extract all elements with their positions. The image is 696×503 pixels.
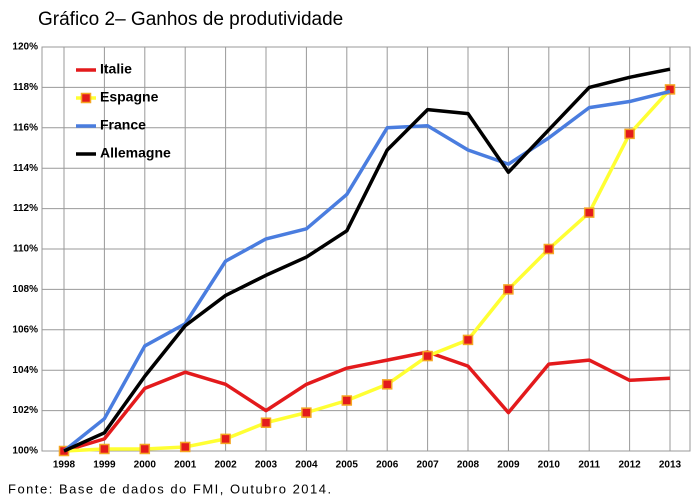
y-tick-label: 110% <box>13 244 38 255</box>
y-tick-label: 120% <box>12 42 38 53</box>
x-tick-label: 2013 <box>659 460 682 471</box>
y-tick-label: 102% <box>12 405 38 416</box>
legend-marker <box>80 92 92 104</box>
legend-label: France <box>100 117 146 133</box>
point-marker <box>583 207 595 218</box>
series-line <box>62 89 671 453</box>
y-tick-label: 116% <box>13 122 38 133</box>
point-marker <box>139 443 151 455</box>
x-tick-label: 1998 <box>53 460 76 471</box>
x-tick-label: 2012 <box>618 460 641 471</box>
y-tick-label: 112% <box>13 203 38 214</box>
point-marker <box>260 417 272 428</box>
legend-label: Italie <box>100 61 132 77</box>
x-tick-label: 2001 <box>174 460 197 471</box>
x-tick-label: 2009 <box>497 460 520 471</box>
y-tick-label: 108% <box>12 284 38 295</box>
point-marker <box>179 441 191 453</box>
legend-label: Allemagne <box>100 145 171 161</box>
x-tick-label: 2008 <box>457 460 480 471</box>
point-marker <box>301 407 312 418</box>
y-tick-label: 114% <box>13 163 38 174</box>
y-tick-label: 100% <box>12 446 38 457</box>
point-marker <box>99 443 110 455</box>
x-tick-label: 2002 <box>214 460 237 471</box>
x-tick-label: 2004 <box>295 460 318 471</box>
y-tick-label: 106% <box>12 324 38 335</box>
point-marker <box>381 379 393 390</box>
point-marker <box>543 243 555 255</box>
x-tick-label: 2010 <box>538 460 561 471</box>
series-line <box>63 67 671 453</box>
x-tick-label: 2005 <box>336 460 359 471</box>
point-marker <box>503 284 514 295</box>
point-marker <box>624 128 635 140</box>
point-marker <box>664 84 676 95</box>
source-note: Fonte: Base de dados do FMI, Outubro 201… <box>8 481 333 496</box>
y-tick-label: 118% <box>13 82 38 93</box>
series-line <box>63 88 672 453</box>
point-marker <box>422 350 433 362</box>
chart-title: Gráfico 2– Ganhos de produtividade <box>38 9 343 30</box>
x-tick-label: 2000 <box>134 460 157 471</box>
x-tick-label: 2007 <box>416 460 439 471</box>
x-tick-label: 2006 <box>376 460 399 471</box>
point-marker <box>462 334 474 346</box>
series-line <box>63 350 671 453</box>
y-tick-label: 104% <box>12 365 38 376</box>
legend-label: Espagne <box>100 89 159 105</box>
point-marker <box>220 433 231 445</box>
x-tick-label: 2003 <box>255 460 278 471</box>
point-marker <box>341 395 353 406</box>
x-tick-label: 1999 <box>93 460 116 471</box>
x-tick-label: 2011 <box>578 460 600 471</box>
